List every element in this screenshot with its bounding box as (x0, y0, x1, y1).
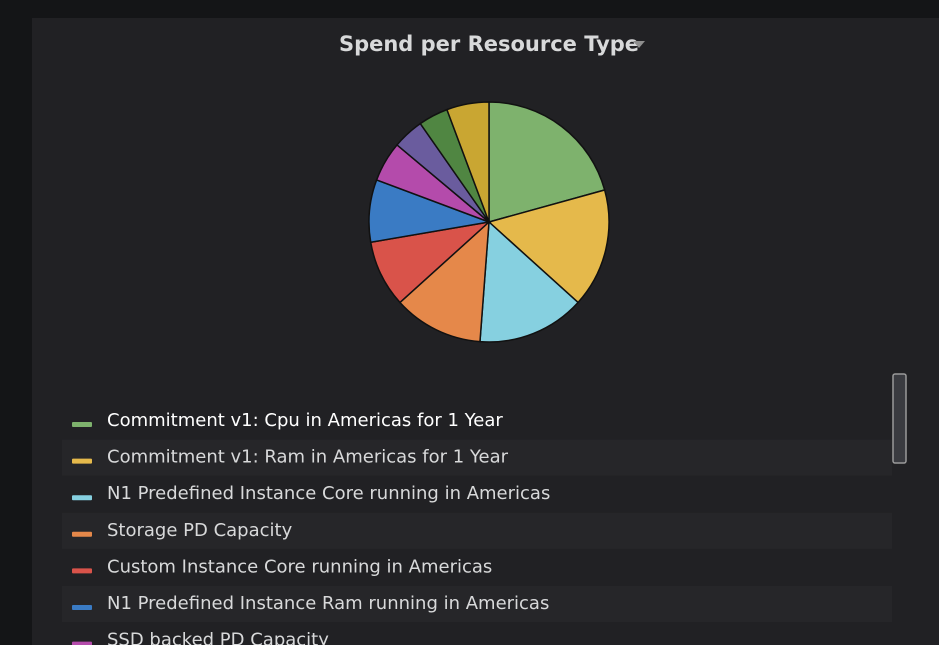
legend-swatch (72, 605, 92, 610)
legend-swatch (72, 495, 92, 501)
scrollbar[interactable] (892, 373, 907, 464)
legend-label: Custom Instance Core running in Americas (107, 556, 492, 577)
pie (368, 101, 610, 343)
pie-slice (488, 101, 606, 223)
legend-swatch (72, 531, 92, 537)
legend-row (62, 439, 892, 476)
legend-swatch (72, 568, 92, 574)
legend-label: N1 Predefined Instance Core running in A… (107, 483, 550, 504)
pie-slice (479, 220, 580, 343)
legend-label: N1 Predefined Instance Ram running in Am… (107, 593, 549, 614)
pie-slice (487, 189, 610, 304)
legend-label: Storage PD Capacity (107, 520, 293, 541)
legend-swatch (72, 422, 92, 427)
legend-swatch (72, 641, 92, 645)
legend-label: SSD backed PD Capacity (107, 630, 329, 645)
legend-row (62, 586, 892, 622)
legend-label: Commitment v1: Cpu in Americas for 1 Yea… (107, 410, 503, 431)
pie-slice (398, 220, 490, 343)
title-caret[interactable] (633, 41, 645, 48)
pie-slice (445, 101, 490, 223)
legend-label: Commitment v1: Ram in Americas for 1 Yea… (107, 447, 509, 468)
legend-swatch (72, 458, 92, 464)
legend: Commitment v1: Cpu in Americas for 1 Yea… (62, 410, 892, 645)
chart-title[interactable]: Spend per Resource Type (339, 32, 639, 56)
legend-row (62, 512, 892, 549)
